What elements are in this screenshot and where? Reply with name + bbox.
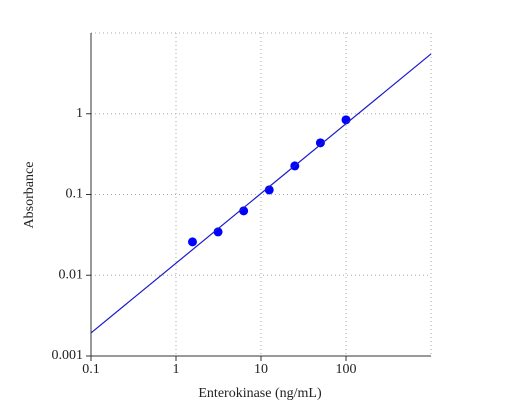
fit-line: [90, 53, 432, 334]
y-tick-label: 0.01: [59, 267, 84, 282]
x-tick-label: 1: [173, 362, 180, 377]
y-tick-label: 1: [76, 106, 83, 121]
x-tick-label: 100: [336, 362, 357, 377]
y-tick-label: 0.1: [66, 187, 84, 202]
y-tick-label: 0.001: [52, 348, 84, 363]
x-tick-label: 0.1: [82, 362, 100, 377]
data-point: [213, 227, 223, 237]
data-point: [264, 185, 274, 195]
data-point: [315, 138, 325, 148]
data-point: [239, 206, 249, 216]
x-axis-label: Enterokinase (ng/mL): [198, 386, 322, 401]
y-axis-label: Absorbance: [22, 162, 37, 229]
x-tick-label: 10: [254, 362, 268, 377]
data-point: [187, 237, 197, 247]
